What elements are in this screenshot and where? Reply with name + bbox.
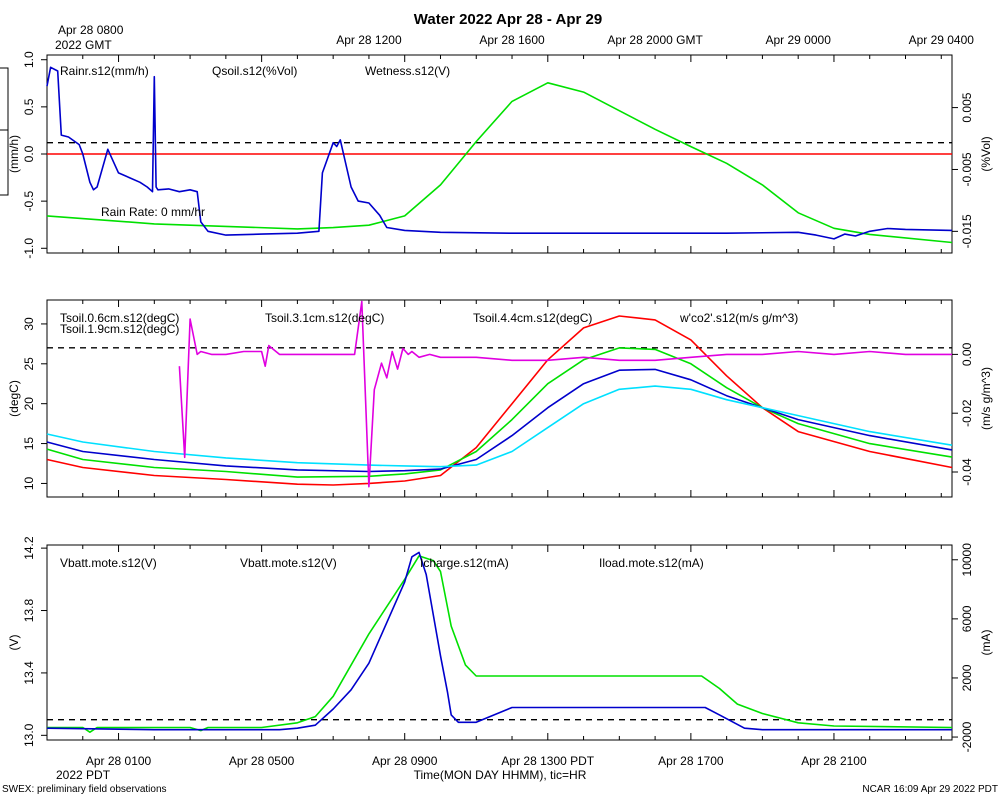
legend-rainr: Rainr.s12(mm/h) — [60, 64, 149, 78]
legend-wco2: w'co2'.s12(m/s g/m^3) — [679, 311, 798, 325]
rain-rate-annotation: Rain Rate: 0 mm/hr — [101, 205, 205, 219]
panel-rain-soil: 1.0 0.5 0.0 -0.5 -1.0 0.005 -0.005 -0.015 (mm/h)… — [7, 51, 993, 259]
legend-icharge: Icharge.s12(mA) — [420, 556, 509, 570]
y-right-tick-label: 10000 — [960, 543, 974, 577]
top-axis-tick-label: Apr 29 0400 — [909, 33, 975, 47]
bottom-axis-tick-label: Apr 28 0500 — [229, 754, 295, 768]
y-left-axis-label: (V) — [7, 635, 21, 651]
series-tsoil-4-4cm-s12 — [46, 385, 953, 468]
y-right-tick-label: 0.00 — [960, 342, 974, 366]
y-right-axis-label: (m/s g/m^3) — [979, 367, 993, 430]
top-axis-first-tick-sub: 2022 GMT — [55, 38, 112, 52]
left-edge-bracket — [0, 67, 9, 196]
series-tsoil-0-6cm-s12 — [46, 315, 953, 486]
bottom-axis-tick-label: Apr 28 1300 PDT — [501, 754, 594, 768]
top-axis-tick-label: Apr 29 0000 — [765, 33, 831, 47]
series-vbatt-mote-s12 — [47, 555, 953, 734]
series-wetness-s12 — [46, 66, 953, 240]
legend-iload: Iload.mote.s12(mA) — [599, 556, 704, 570]
y-left-tick-label: -0.5 — [22, 190, 36, 211]
panel-power: 14.2 13.8 13.4 13.0 10000 6000 2000 -2000 (V) (mA… — [7, 536, 993, 752]
y-right-tick-label: 2000 — [960, 664, 974, 691]
legend-tsoil-0-6: Tsoil.0.6cm.s12(degC) — [60, 311, 179, 325]
legend-tsoil-3-1: Tsoil.3.1cm.s12(degC) — [265, 311, 384, 325]
y-right-axis-label: (%Vol) — [979, 136, 993, 171]
y-left-tick-label: 15 — [22, 437, 36, 451]
y-right-axis-label: (mA) — [979, 630, 993, 656]
panel-frame — [46, 544, 953, 741]
y-right-tick-label: -0.04 — [960, 458, 974, 486]
y-right-tick-label: -2000 — [960, 721, 974, 752]
y-right-tick-label: -0.02 — [960, 399, 974, 427]
y-left-tick-label: 13.8 — [22, 599, 36, 623]
legend-tsoil-1-9: Tsoil.1.9cm.s12(degC) — [60, 322, 179, 336]
series-qsoil-s12 — [46, 82, 953, 244]
x-axis-label: Time(MON DAY HHMM), tic=HR — [414, 768, 587, 782]
y-left-axis-label: (mm/h) — [7, 135, 21, 173]
y-right-tick-label: 6000 — [960, 605, 974, 632]
y-left-tick-label: 14.2 — [22, 536, 36, 560]
bottom-axis-tick-label: Apr 28 1700 — [658, 754, 724, 768]
y-left-tick-label: 1.0 — [22, 51, 36, 68]
bottom-axis-ticks: Apr 28 0100 Apr 28 0500 Apr 28 0900 Apr 28 … — [86, 754, 867, 768]
top-axis-tick-label: Apr 28 1600 — [479, 33, 545, 47]
y-left-tick-label: 0.5 — [22, 98, 36, 115]
y-right-tick-label: 0.005 — [960, 92, 974, 122]
y-left-tick-label: 25 — [22, 357, 36, 371]
y-right-tick-label: -0.015 — [960, 214, 974, 248]
y-left-tick-label: 13.0 — [22, 723, 36, 747]
y-left-tick-label: 10 — [22, 476, 36, 490]
footer-left: SWEX: preliminary field observations — [2, 784, 167, 795]
series-icharge-s12 — [46, 551, 952, 731]
y-left-tick-label: 0.0 — [22, 145, 36, 162]
legend-vbatt-red: Vbatt.mote.s12(V) — [60, 556, 157, 570]
bottom-axis-tick-label: Apr 28 0100 — [86, 754, 152, 768]
y-left-tick-label: -1.0 — [22, 238, 36, 259]
top-axis-ticks: Apr 28 1200 Apr 28 1600 Apr 28 2000 GMT Apr… — [336, 33, 974, 47]
series-w-co2-s12 — [178, 300, 952, 488]
legend-tsoil-4-4: Tsoil.4.4cm.s12(degC) — [473, 311, 592, 325]
chart-title: Water 2022 Apr 28 - Apr 29 — [414, 11, 602, 28]
series-tsoil-1-9cm-s12 — [46, 347, 953, 478]
footer-right: NCAR 16:09 Apr 29 2022 PDT — [862, 784, 998, 795]
bottom-axis-first-tick-sub: 2022 PDT — [56, 768, 111, 782]
top-axis-first-tick: Apr 28 0800 — [58, 23, 124, 37]
panel-soil-temperature: 30 25 20 15 10 0.00 -0.02 -0.04 (degC) (m/s g/m^3… — [7, 299, 993, 498]
legend-vbatt-green: Vbatt.mote.s12(V) — [240, 556, 337, 570]
legend-qsoil: Qsoil.s12(%Vol) — [212, 64, 297, 78]
top-axis-tick-label: Apr 28 1200 — [336, 33, 402, 47]
y-left-tick-label: 20 — [22, 397, 36, 411]
legend-wetness: Wetness.s12(V) — [365, 64, 450, 78]
bottom-axis-tick-label: Apr 28 0900 — [372, 754, 438, 768]
y-left-tick-label: 13.4 — [22, 661, 36, 685]
panel-frame — [46, 299, 953, 498]
bottom-axis-tick-label: Apr 28 2100 — [801, 754, 867, 768]
y-left-tick-label: 30 — [22, 317, 36, 331]
top-axis-tick-label: Apr 28 2000 GMT — [607, 33, 703, 47]
y-left-axis-label: (degC) — [7, 380, 21, 417]
y-right-tick-label: -0.005 — [960, 152, 974, 186]
